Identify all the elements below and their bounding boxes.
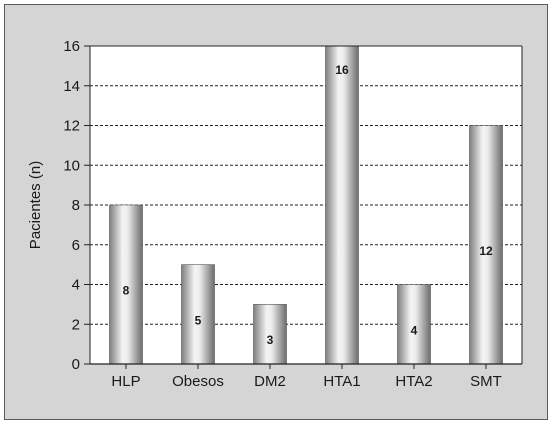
- data-label: 16: [335, 63, 349, 77]
- data-label: 12: [479, 244, 493, 258]
- x-tick-label: HLP: [111, 373, 140, 390]
- y-tick-label: 0: [72, 356, 80, 373]
- data-label: 5: [195, 313, 202, 327]
- bar-smt: [469, 125, 503, 365]
- y-tick-label: 12: [63, 118, 80, 135]
- x-tick-label: DM2: [254, 373, 286, 390]
- bar-hta1: [325, 45, 359, 365]
- x-tick-label: SMT: [470, 373, 502, 390]
- x-tick-label: HTA2: [395, 373, 432, 390]
- y-tick-label: 10: [63, 157, 80, 174]
- bars: 8 5 3 16 4 12: [109, 45, 503, 365]
- y-tick-label: 8: [72, 197, 80, 214]
- axes: 0 2 4 6 8 10 12 14 16 HLP Obesos DM2 HTA1 HTA2 SMT: [63, 38, 523, 390]
- x-tick-label: Obesos: [172, 373, 224, 390]
- data-label: 8: [123, 284, 130, 298]
- y-axis-title: Pacientes (n): [27, 161, 44, 249]
- y-tick-label: 2: [72, 316, 80, 333]
- data-label: 4: [411, 323, 418, 337]
- bar-hlp: [109, 204, 143, 365]
- y-tick-label: 6: [72, 237, 80, 254]
- y-tick-label: 4: [72, 277, 80, 294]
- gridlines: [90, 45, 522, 325]
- data-label: 3: [267, 333, 274, 347]
- y-tick-label: 14: [63, 78, 80, 95]
- bar-obesos: [181, 264, 215, 365]
- bar-hta2: [397, 284, 431, 365]
- y-tick-label: 16: [63, 38, 80, 55]
- x-tick-label: HTA1: [323, 373, 360, 390]
